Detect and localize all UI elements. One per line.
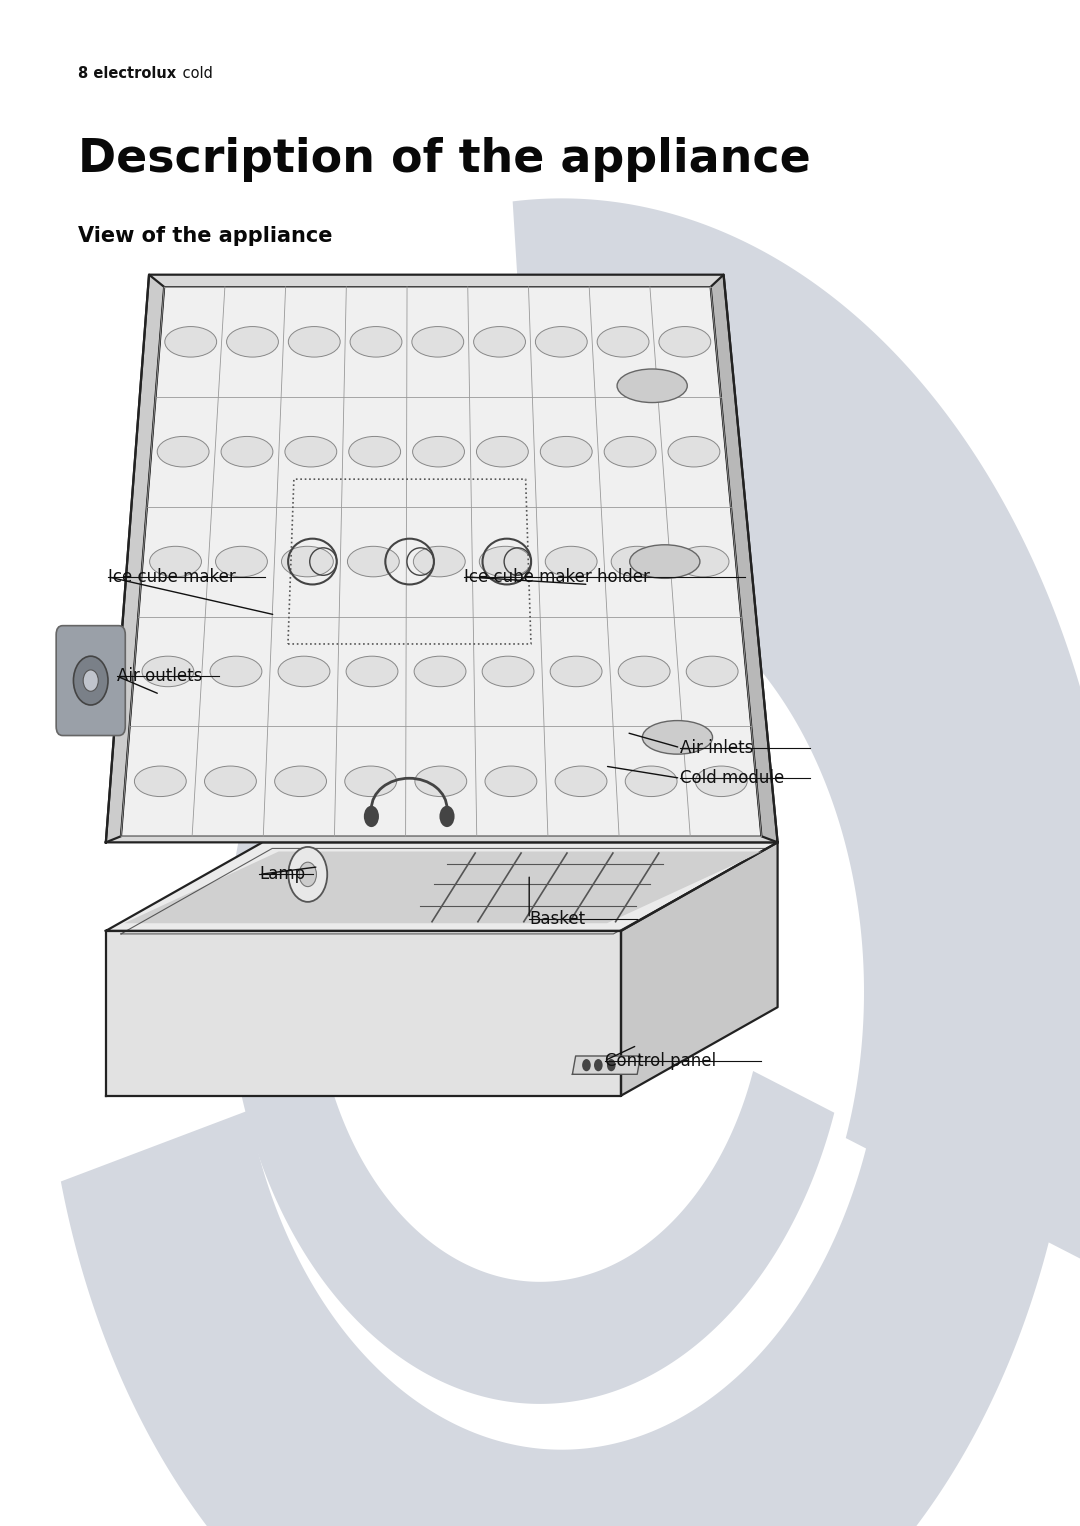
Ellipse shape [686,656,738,687]
Circle shape [288,847,327,902]
Polygon shape [711,275,778,842]
Polygon shape [121,287,761,836]
Text: Cold module: Cold module [680,769,785,787]
Text: Ice cube maker holder: Ice cube maker holder [464,568,650,586]
Text: Basket: Basket [529,909,585,928]
Ellipse shape [414,656,465,687]
Ellipse shape [482,656,534,687]
Ellipse shape [485,766,537,797]
Polygon shape [106,842,778,931]
Ellipse shape [545,546,597,577]
Ellipse shape [413,436,464,467]
Ellipse shape [158,436,210,467]
Circle shape [582,1059,591,1071]
Text: View of the appliance: View of the appliance [78,226,333,246]
Polygon shape [106,275,778,842]
Circle shape [440,806,455,827]
Text: Ice cube maker: Ice cube maker [108,568,235,586]
Ellipse shape [411,327,463,357]
Circle shape [594,1059,603,1071]
Ellipse shape [349,436,401,467]
Polygon shape [513,198,1080,1264]
Ellipse shape [274,766,326,797]
Circle shape [73,656,108,705]
Ellipse shape [630,545,700,578]
Ellipse shape [282,546,334,577]
Ellipse shape [611,546,663,577]
Ellipse shape [659,327,711,357]
Ellipse shape [555,766,607,797]
Ellipse shape [415,766,467,797]
Text: Control panel: Control panel [605,1051,716,1070]
Ellipse shape [604,436,656,467]
Text: 8 electrolux: 8 electrolux [78,66,176,81]
Ellipse shape [540,436,592,467]
Ellipse shape [134,766,186,797]
Polygon shape [60,1007,1080,1526]
Polygon shape [106,931,621,1096]
Polygon shape [124,852,762,923]
Text: Description of the appliance: Description of the appliance [78,137,810,182]
Text: Lamp: Lamp [259,865,306,884]
Text: Air inlets: Air inlets [680,739,754,757]
Polygon shape [572,1056,640,1074]
Ellipse shape [677,546,729,577]
Ellipse shape [550,656,602,687]
Polygon shape [621,842,778,1096]
Text: Air outlets: Air outlets [117,667,202,685]
FancyBboxPatch shape [56,626,125,736]
Circle shape [364,806,379,827]
Ellipse shape [285,436,337,467]
Ellipse shape [617,369,687,403]
Ellipse shape [141,656,193,687]
Ellipse shape [227,327,279,357]
Ellipse shape [288,327,340,357]
Ellipse shape [165,327,217,357]
Ellipse shape [480,546,531,577]
Ellipse shape [150,546,202,577]
Ellipse shape [345,766,396,797]
Ellipse shape [278,656,329,687]
Circle shape [299,862,316,887]
Ellipse shape [476,436,528,467]
Ellipse shape [474,327,526,357]
Circle shape [83,670,98,691]
Polygon shape [106,275,164,842]
Ellipse shape [618,656,670,687]
Ellipse shape [221,436,273,467]
Ellipse shape [625,766,677,797]
Ellipse shape [597,327,649,357]
Circle shape [607,1059,616,1071]
Ellipse shape [414,546,465,577]
Ellipse shape [210,656,261,687]
Ellipse shape [696,766,747,797]
Ellipse shape [216,546,268,577]
Polygon shape [227,740,835,1404]
Ellipse shape [643,720,713,754]
Ellipse shape [669,436,720,467]
Ellipse shape [346,656,397,687]
Ellipse shape [350,327,402,357]
Text: cold: cold [178,66,213,81]
Ellipse shape [204,766,256,797]
Ellipse shape [536,327,588,357]
Ellipse shape [348,546,400,577]
